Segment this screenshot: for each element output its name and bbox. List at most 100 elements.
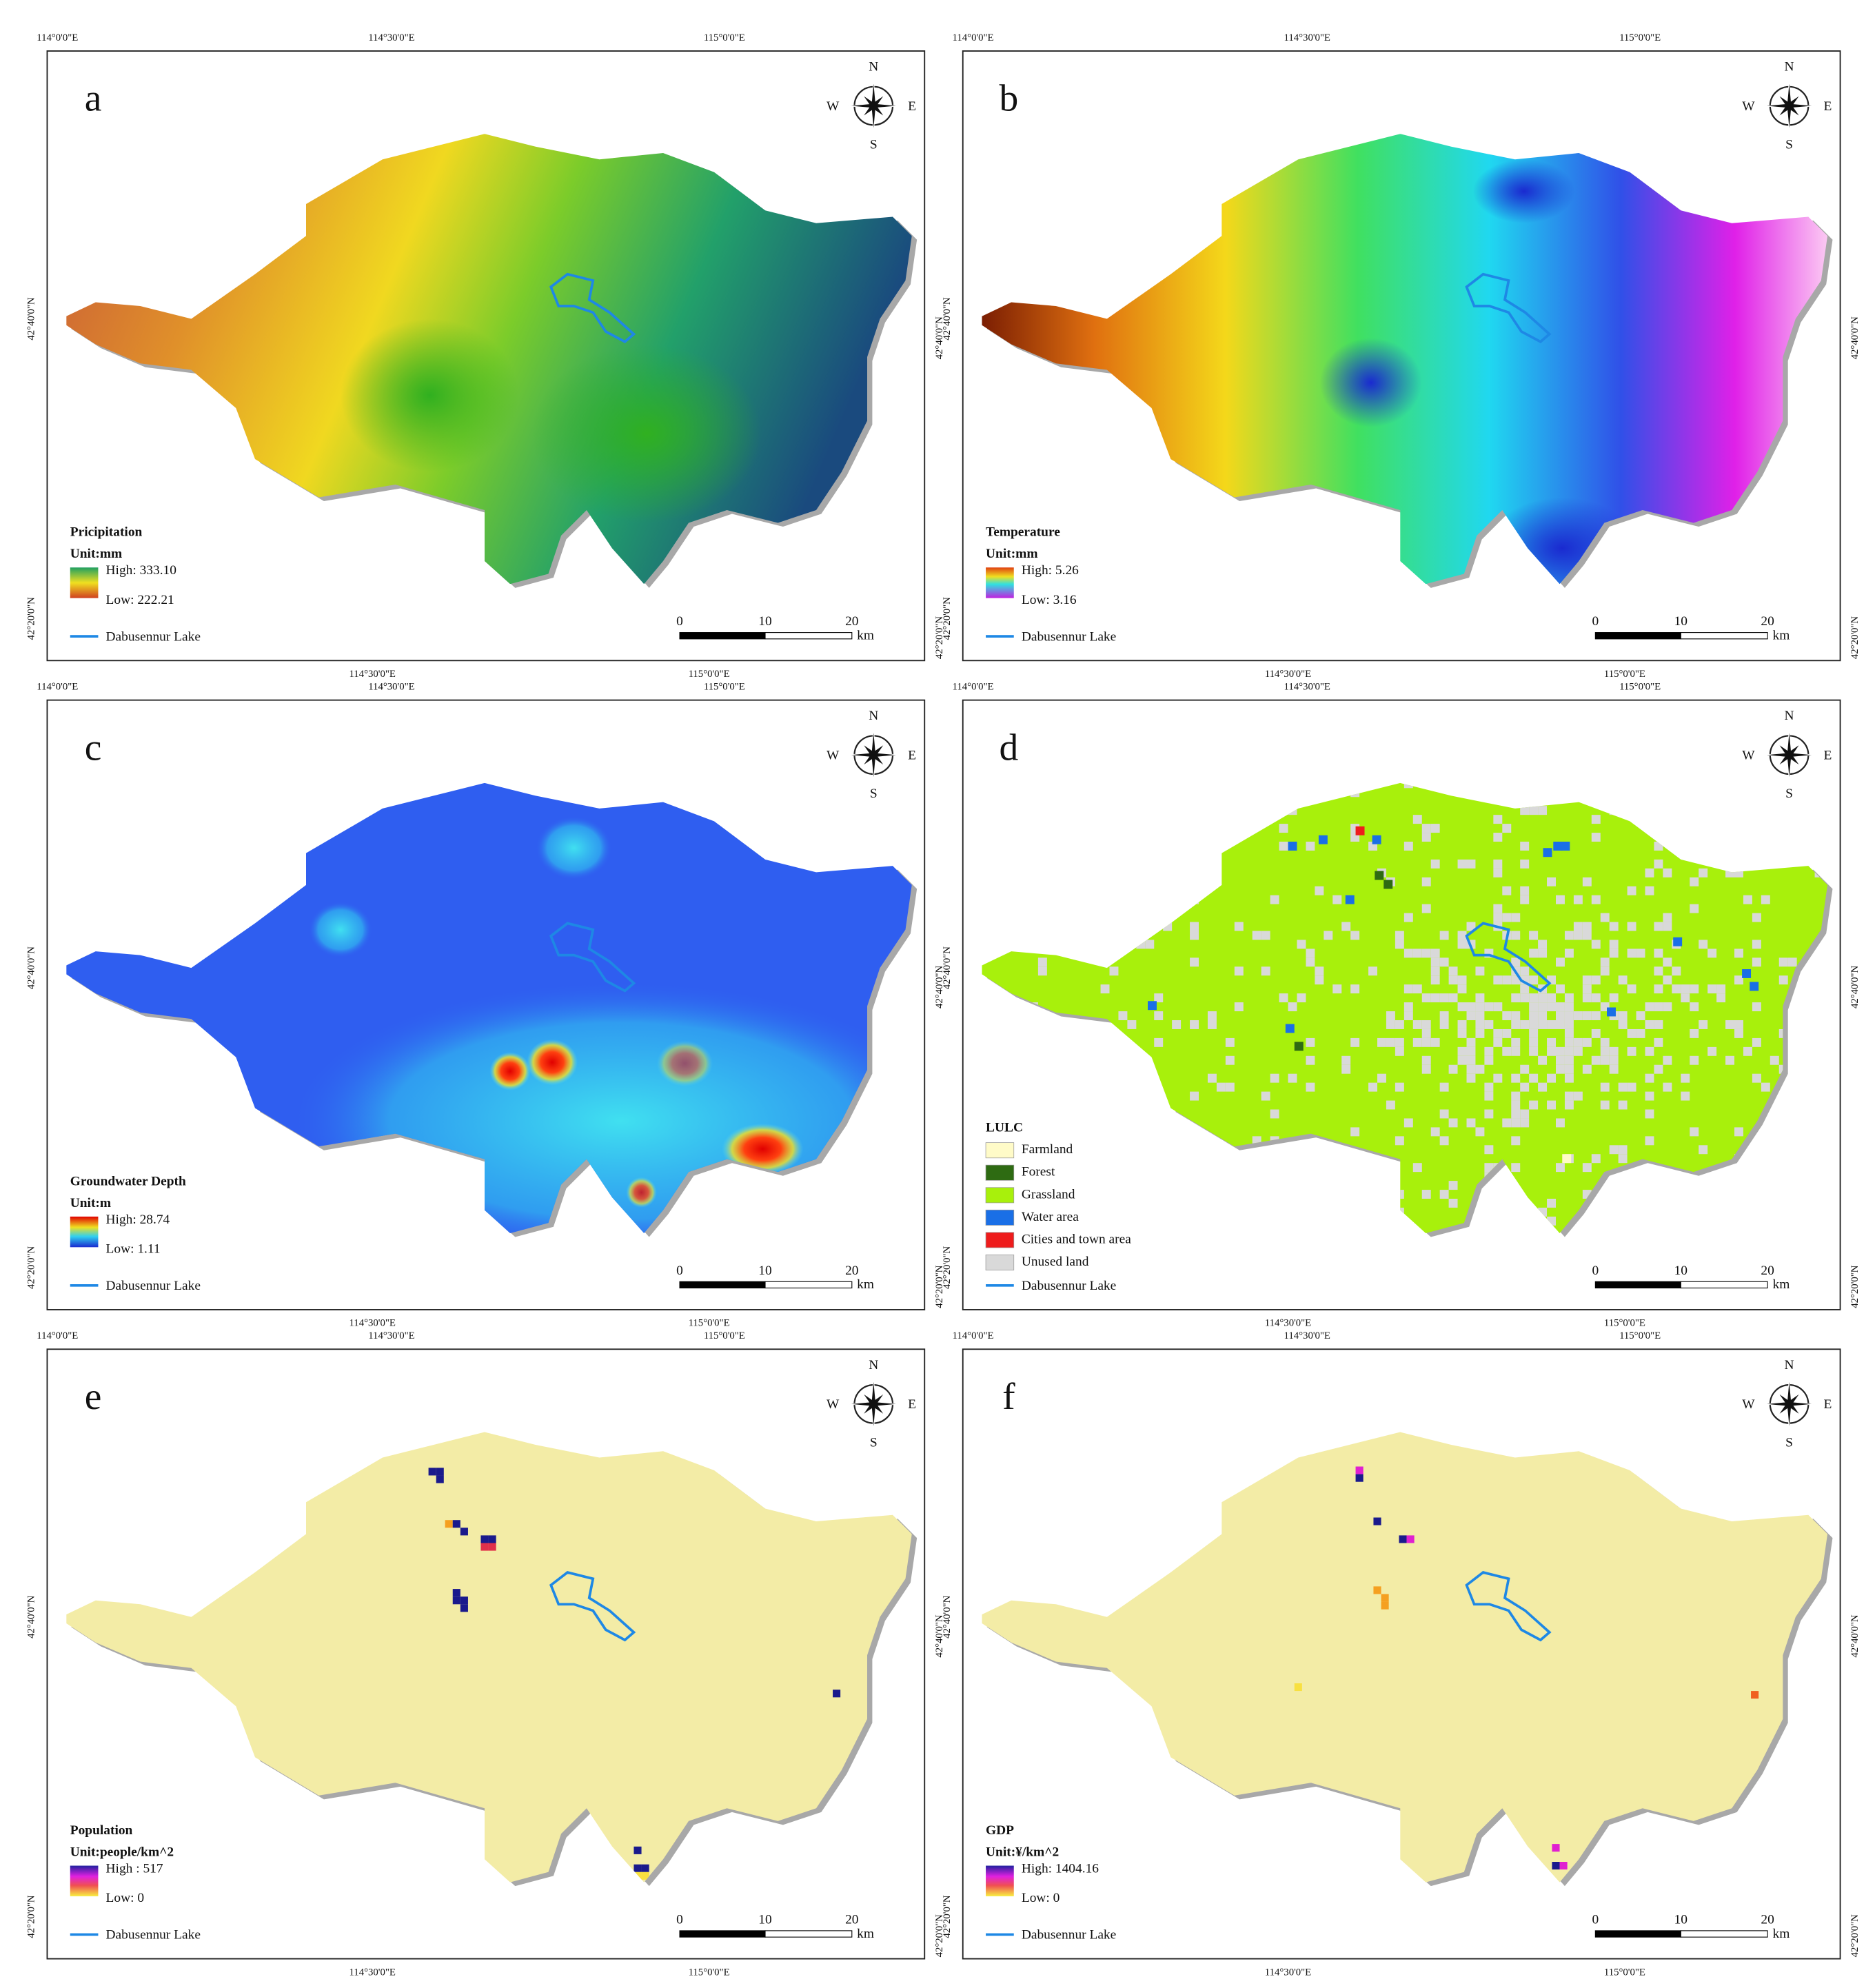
map-cell [1707, 949, 1717, 958]
map-cell [1618, 1145, 1628, 1155]
legend-swatch [985, 1255, 1015, 1270]
legend-label: Water area [1022, 1210, 1079, 1224]
map-cell [1412, 815, 1422, 824]
map-cell [1457, 984, 1467, 994]
map-cell [1403, 841, 1413, 851]
map-cell [1645, 1136, 1654, 1146]
map-cell [1609, 993, 1619, 1003]
lon-label-top: 114°30'0"E [1284, 1330, 1330, 1341]
map-cell [1556, 957, 1565, 967]
map-cell [1618, 1082, 1628, 1092]
map-cell [1663, 913, 1672, 922]
map-cell [1511, 1100, 1521, 1110]
map-cell [1439, 931, 1449, 940]
map-cell [1475, 966, 1485, 976]
map-cell [1520, 966, 1530, 976]
map-cell [1154, 1037, 1164, 1047]
map-cell [1591, 815, 1601, 824]
map-cell [1573, 1091, 1583, 1101]
map-cell [1582, 993, 1592, 1003]
lon-label-bottom: 115°0'0"E [1604, 669, 1645, 680]
lat-label-left: 42°20'0"N [26, 1895, 37, 1938]
scale-bar-black [1594, 1281, 1681, 1289]
map-cell [1556, 1011, 1565, 1020]
map-cell [460, 1596, 468, 1605]
legend-swatch [985, 1142, 1015, 1159]
map-cell [1582, 1011, 1592, 1020]
lon-label-top: 114°0'0"E [37, 682, 78, 693]
map-cell [1448, 1198, 1458, 1208]
map-cell [452, 1589, 460, 1597]
map-cell [1493, 859, 1503, 869]
map-cell [1421, 877, 1431, 886]
scale-unit: km [857, 1277, 874, 1292]
legend-lake-label: Dabusennur Lake [1022, 1279, 1116, 1293]
map-cell [1699, 940, 1708, 949]
map-cell [1511, 1118, 1521, 1128]
lon-label-top: 114°30'0"E [368, 32, 414, 43]
map-cell [1552, 1844, 1560, 1852]
map-cell [1037, 957, 1047, 967]
map-cell [1645, 1109, 1654, 1119]
map-cell [1421, 1020, 1431, 1029]
lon-label-bottom: 114°30'0"E [349, 1318, 395, 1329]
map-cell [1672, 984, 1681, 994]
map-panel: 114°0'0"E 114°30'0"E 115°0'0"E 114°30'0"E 11… [942, 32, 1861, 680]
map-cell [452, 1520, 460, 1528]
map-cell [1636, 1028, 1645, 1038]
map-cell [1538, 1055, 1548, 1065]
map-cell [1373, 1586, 1381, 1594]
lon-label-bottom: 115°0'0"E [1604, 1318, 1645, 1329]
map-cell [1430, 975, 1440, 985]
map-cell [1207, 1020, 1217, 1029]
map-cell [1564, 1091, 1574, 1101]
map-cell [1190, 1091, 1199, 1101]
map-cell [1118, 1011, 1128, 1020]
map-cell [1547, 993, 1557, 1003]
map-cell [1538, 1011, 1548, 1020]
legend-unit: Unit:mm [986, 547, 1037, 561]
raster-patch [656, 1040, 713, 1087]
map-cell [1430, 824, 1440, 833]
legend-title: Groundwater Depth [70, 1174, 186, 1188]
scale-bar-black [1594, 1930, 1681, 1938]
map-cell [1384, 880, 1393, 889]
map-cell [1190, 1020, 1199, 1029]
map-cell [1355, 826, 1365, 835]
map-cell [1484, 1109, 1494, 1119]
map-cell [1600, 1055, 1610, 1065]
map-cell [1681, 1091, 1690, 1101]
map-cell [1399, 1535, 1407, 1543]
map-cell [1699, 1020, 1708, 1029]
map-cell [1377, 1037, 1386, 1047]
map-cell [1582, 1064, 1592, 1074]
map-cell [1386, 1011, 1395, 1020]
map-cell [1395, 1037, 1404, 1047]
raster-patch [722, 1123, 804, 1175]
compass-s: S [1785, 137, 1793, 152]
map-cell [1663, 922, 1672, 931]
map-cell [436, 1468, 444, 1476]
map-cell [1493, 1073, 1503, 1083]
map-cell [1552, 1861, 1560, 1870]
map-cell [1315, 886, 1324, 895]
map-cell [1294, 1042, 1304, 1051]
map-cell [1306, 841, 1315, 851]
map-cell [1430, 993, 1440, 1003]
map-panel: 114°0'0"E 114°30'0"E 115°0'0"E 114°30'0"E 11… [942, 1330, 1861, 1978]
scale-label: 10 [1674, 1264, 1688, 1278]
scale-label: 20 [845, 1264, 858, 1278]
map-cell [1529, 1020, 1539, 1029]
map-cell [1412, 984, 1422, 994]
raster-patch [531, 344, 762, 523]
map-cell [1375, 871, 1384, 880]
map-cell [1306, 957, 1315, 967]
map-cell [1294, 1683, 1302, 1692]
map-cell [1306, 1055, 1315, 1065]
map-cell [1421, 1190, 1431, 1199]
map-panel: 114°0'0"E 114°30'0"E 115°0'0"E 114°30'0"E 11… [26, 1330, 945, 1978]
map-cell [1627, 1028, 1636, 1038]
legend-low: Low: 0 [106, 1891, 145, 1905]
map-cell [1609, 922, 1619, 931]
map-cell [1600, 913, 1610, 922]
